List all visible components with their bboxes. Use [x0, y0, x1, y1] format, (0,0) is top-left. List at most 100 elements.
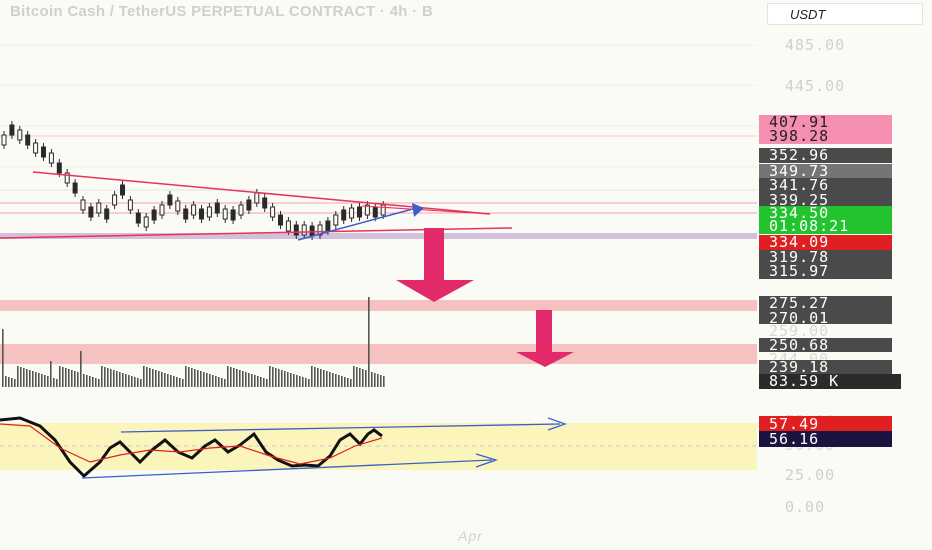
volume-bar	[11, 378, 13, 387]
volume-bar	[311, 366, 313, 387]
candle-body	[88, 206, 94, 218]
volume-bar	[299, 376, 301, 387]
volume-bar	[17, 366, 19, 387]
volume-bar	[41, 374, 43, 387]
volume-bar	[20, 367, 22, 387]
volume-bar	[137, 378, 139, 387]
volume-bar	[98, 379, 100, 387]
volume-bars	[2, 297, 385, 387]
volume-bar	[125, 374, 127, 387]
price-axis-label: 485.00	[785, 36, 846, 54]
volume-bar	[341, 376, 343, 387]
candle-body	[364, 204, 370, 216]
volume-bar	[38, 373, 40, 387]
volume-bar	[245, 372, 247, 387]
candle-body	[191, 204, 197, 216]
volume-bar	[278, 369, 280, 387]
candle-body	[25, 134, 31, 146]
volume-bar	[179, 378, 181, 387]
volume-bar	[209, 374, 211, 387]
candle-body	[159, 204, 165, 216]
volume-bar	[263, 378, 265, 387]
volume-bar	[221, 378, 223, 387]
volume-bar	[47, 376, 49, 387]
volume-bar	[164, 373, 166, 387]
volume-bar	[335, 374, 337, 387]
candle-body	[120, 184, 125, 196]
volume-bar	[347, 378, 349, 387]
volume-tag: 250.68	[759, 338, 892, 353]
volume-bar	[350, 379, 352, 387]
volume-bar	[53, 378, 55, 387]
volume-bar	[173, 376, 175, 387]
volume-bar	[170, 375, 172, 387]
candle-body	[254, 192, 260, 204]
volume-bar	[191, 368, 193, 387]
price-tag: 334.50	[759, 206, 892, 221]
rsi-value-tag: 57.49	[759, 416, 892, 432]
volume-bar	[134, 377, 136, 387]
candle-body	[127, 199, 133, 211]
candle-body	[317, 224, 323, 236]
volume-bar	[158, 371, 160, 387]
volume-bar	[122, 373, 124, 387]
volume-bar	[71, 370, 73, 387]
candle-body	[309, 225, 315, 237]
volume-bar	[320, 369, 322, 387]
volume-bar	[368, 297, 370, 387]
volume-tag: 239.18	[759, 360, 892, 375]
candle-body	[80, 199, 86, 211]
candle-body	[17, 129, 23, 141]
volume-bar	[59, 366, 61, 387]
volume-bar	[200, 371, 202, 387]
candle-body	[9, 124, 15, 136]
candle-body	[222, 208, 228, 220]
volume-bar	[305, 378, 307, 387]
volume-bar	[332, 373, 334, 387]
price-axis-label: 445.00	[785, 77, 846, 95]
candle-body	[135, 212, 141, 224]
currency-selector[interactable]: USDT	[767, 3, 923, 25]
volume-bar	[314, 367, 316, 387]
volume-bar	[212, 375, 214, 387]
volume-bar	[254, 375, 256, 387]
rsi-ma-line	[0, 423, 383, 465]
volume-bar	[197, 370, 199, 387]
volume-bar	[365, 370, 367, 387]
volume-bar	[86, 375, 88, 387]
grid-lines	[0, 44, 757, 168]
volume-bar	[374, 373, 376, 387]
candle-body	[48, 152, 54, 164]
volume-bar	[260, 377, 262, 387]
candle-body	[380, 204, 386, 216]
candle-body	[143, 216, 149, 228]
candle-body	[72, 182, 78, 194]
volume-bar	[362, 369, 364, 387]
volume-bar	[353, 366, 355, 387]
volume-bar	[143, 366, 145, 387]
volume-bar	[149, 368, 151, 387]
volume-bar	[293, 374, 295, 387]
volume-bar	[182, 379, 184, 387]
rsi-line	[0, 416, 383, 479]
candle-body	[41, 146, 46, 158]
volume-bar	[2, 329, 4, 387]
candle-body	[278, 214, 283, 226]
candle-body	[262, 197, 268, 209]
volume-bar	[104, 367, 106, 387]
chart-title: Bitcoin Cash / TetherUS PERPETUAL CONTRA…	[10, 3, 434, 20]
price-tag: 334.09	[759, 235, 892, 250]
oscillator-axis-label: 0.00	[785, 498, 826, 516]
volume-bar	[140, 379, 142, 387]
oscillator-trendlines	[81, 417, 567, 479]
price-tag: 352.96	[759, 148, 892, 163]
down-arrow-icon	[396, 228, 474, 302]
volume-bar	[89, 376, 91, 387]
candle-body	[214, 202, 220, 214]
volume-bar	[326, 371, 328, 387]
volume-bar	[287, 372, 289, 387]
volume-bar	[329, 372, 331, 387]
candle-body	[293, 224, 299, 236]
candle-body	[333, 214, 339, 226]
